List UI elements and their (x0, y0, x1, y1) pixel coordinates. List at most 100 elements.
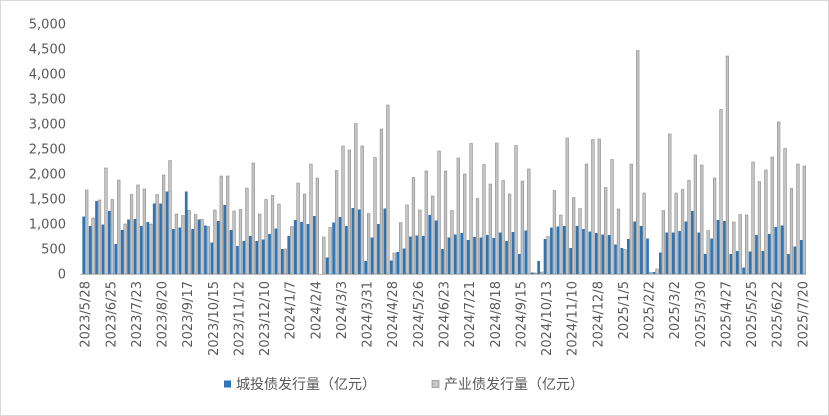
x-tick-label: 2024/1/7 (284, 281, 299, 339)
chengtou-bar-105 (755, 235, 758, 274)
chanye-bar-1 (91, 217, 95, 275)
chengtou-bar-39 (332, 222, 335, 274)
x-tick-label: 2024/9/15 (514, 281, 529, 348)
chengtou-bar-110 (787, 254, 790, 274)
chengtou-bar-7 (127, 219, 130, 274)
chanye-bar-20 (213, 209, 217, 275)
chengtou-bar-36 (313, 216, 316, 274)
x-tick-label: 2024/12/8 (591, 281, 606, 348)
chanye-bar-42 (354, 123, 358, 275)
chanye-bar-84 (623, 249, 627, 275)
chengtou-bar-1 (88, 226, 92, 274)
chengtou-bar-99 (716, 220, 720, 274)
chanye-bar-86 (636, 50, 640, 275)
chengtou-bar-29 (268, 234, 271, 274)
chengtou-bar-48 (389, 260, 393, 274)
x-tick-label: 2025/4/27 (719, 281, 734, 348)
chengtou-bar-12 (159, 203, 162, 274)
x-tick-label: 2023/5/28 (79, 281, 94, 348)
x-tick-label: 2025/1/5 (617, 281, 632, 339)
chengtou-bar-10 (146, 222, 150, 274)
chengtou-bar-72 (543, 239, 547, 274)
x-tick-label: 2024/10/13 (540, 281, 555, 356)
chengtou-bar-109 (780, 225, 784, 274)
chengtou-bar-51 (409, 236, 412, 274)
chanye-bar-71 (540, 271, 544, 275)
chengtou-bar-82 (607, 235, 611, 274)
chengtou-bar-42 (351, 208, 355, 274)
chanye-bar-93 (680, 189, 685, 275)
chanye-bar-87 (642, 192, 646, 275)
chanye-bar-75 (565, 137, 569, 275)
chanye-bar-79 (591, 139, 595, 275)
chengtou-bar-20 (210, 242, 214, 274)
chengtou-bar-58 (453, 234, 457, 274)
chengtou-bar-108 (774, 227, 778, 274)
chanye-bar-81 (604, 187, 608, 275)
chanye-bar-2 (97, 199, 102, 275)
x-tick-label: 2025/3/2 (668, 281, 683, 339)
chanye-bar-8 (136, 184, 140, 275)
chanye-bar-99 (719, 109, 723, 275)
chanye-bar-78 (584, 163, 589, 275)
chengtou-bar-3 (101, 224, 105, 274)
chanye-bar-83 (616, 208, 621, 275)
chengtou-bar-44 (364, 261, 367, 274)
y-tick-label: 3,500 (29, 93, 66, 108)
chanye-bar-53 (424, 170, 428, 275)
chengtou-bar-100 (723, 221, 726, 274)
y-tick-label: 4,000 (29, 68, 66, 83)
x-tick-label: 2024/4/28 (386, 281, 401, 348)
chengtou-bar-23 (229, 230, 233, 274)
chanye-bar-68 (520, 180, 524, 275)
chengtou-bar-8 (133, 219, 137, 274)
chanye-bar-101 (732, 221, 736, 275)
chanye-bar-30 (277, 203, 281, 275)
chengtou-bar-106 (761, 251, 765, 274)
chanye-bar-96 (700, 164, 704, 275)
chengtou-bar-43 (357, 209, 361, 274)
chanye-bar-106 (764, 169, 768, 275)
chengtou-bar-95 (691, 211, 694, 274)
chanye-bar-27 (258, 213, 262, 275)
chengtou-bar-22 (223, 205, 227, 274)
chengtou-bar-6 (120, 230, 124, 274)
chanye-bar-72 (546, 236, 550, 275)
x-tick-label: 2023/9/17 (181, 281, 196, 348)
chengtou-bar-59 (460, 233, 464, 274)
chanye-bar-90 (661, 210, 665, 275)
x-tick-label: 2025/5/25 (745, 281, 760, 348)
chanye-bar-59 (463, 173, 467, 275)
chengtou-bar-83 (614, 244, 617, 274)
chanye-bar-12 (161, 174, 166, 275)
chengtou-bar-70 (530, 272, 534, 274)
chanye-bar-66 (507, 193, 512, 275)
y-tick-label: 2,500 (29, 143, 66, 158)
y-tick-label: 3,000 (29, 118, 66, 133)
chanye-bar-80 (597, 138, 601, 275)
chanye-bar-14 (174, 213, 179, 275)
chanye-bar-31 (283, 248, 287, 275)
chengtou-bar-76 (569, 248, 572, 274)
x-tick-label: 2023/11/12 (232, 281, 247, 356)
chanye-bar-45 (373, 157, 377, 275)
chanye-bar-19 (206, 226, 211, 275)
legend-label-chengtou: 城投债发行量（亿元） (236, 377, 376, 393)
chengtou-bar-65 (498, 232, 502, 274)
chanye-bar-49 (399, 222, 403, 275)
chanye-bar-58 (456, 157, 460, 275)
chengtou-bar-17 (191, 229, 194, 274)
chanye-bar-76 (572, 197, 576, 275)
chengtou-bar-67 (511, 232, 515, 274)
chanye-bar-69 (527, 168, 531, 275)
chanye-bar-70 (533, 272, 537, 275)
chanye-bar-35 (309, 163, 313, 275)
chengtou-bar-64 (492, 238, 496, 274)
chengtou-bar-46 (377, 224, 380, 274)
chanye-bar-67 (514, 145, 518, 275)
chanye-bar-61 (475, 198, 480, 275)
chengtou-bar-45 (370, 237, 374, 274)
chengtou-bar-2 (95, 201, 98, 274)
chanye-bar-57 (450, 210, 454, 275)
chengtou-bar-81 (601, 234, 605, 274)
